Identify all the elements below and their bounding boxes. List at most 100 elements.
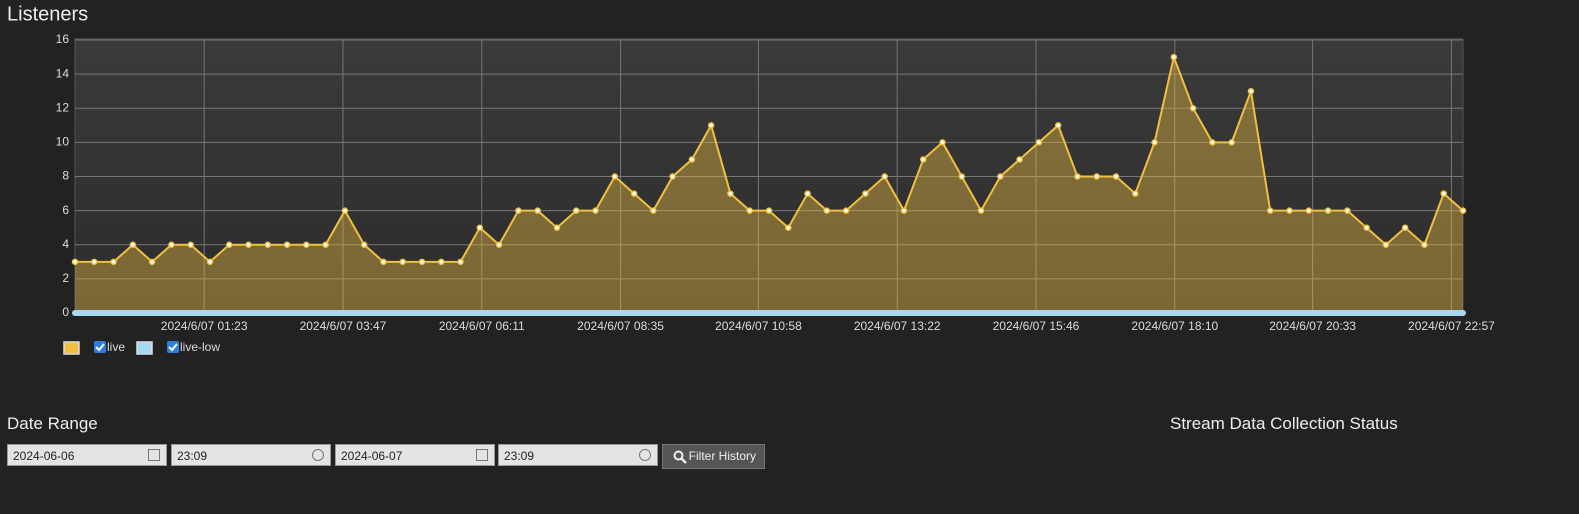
- point: [168, 241, 175, 248]
- x-tick-label: 2024/6/07 08:35: [577, 319, 664, 333]
- end-date-input[interactable]: 2024-06-07: [335, 444, 495, 466]
- calendar-icon: [476, 449, 488, 461]
- point: [187, 241, 194, 248]
- area: [75, 57, 1463, 313]
- point: [303, 241, 310, 248]
- point: [1209, 139, 1216, 146]
- clock-icon: [639, 449, 651, 461]
- point: [862, 190, 869, 197]
- x-tick-label: 2024/6/07 15:46: [993, 319, 1080, 333]
- point: [399, 258, 406, 266]
- start-date-value: 2024-06-06: [13, 449, 75, 463]
- point: [1286, 207, 1293, 214]
- point: [1401, 224, 1409, 231]
- x-tick-label: 2024/6/07 22:57: [1408, 319, 1495, 333]
- point: [958, 173, 966, 180]
- point: [148, 258, 156, 266]
- start-date-input[interactable]: 2024-06-06: [7, 444, 167, 466]
- point: [1421, 241, 1428, 248]
- point: [1151, 139, 1158, 146]
- point: [476, 224, 484, 231]
- y-tick-label: 2: [62, 271, 69, 285]
- end-time-input[interactable]: 23:09: [498, 444, 658, 466]
- point: [553, 224, 561, 231]
- y-tick-label: 6: [62, 203, 69, 217]
- chart-title: Listeners: [7, 3, 88, 25]
- point: [823, 207, 831, 214]
- x-tick-label: 2024/6/07 06:11: [439, 319, 525, 333]
- check-mark: [95, 343, 105, 352]
- y-tick-label: 4: [62, 237, 69, 251]
- point: [534, 207, 541, 214]
- point: [495, 241, 503, 248]
- legend-swatch: [136, 341, 153, 355]
- point: [707, 122, 715, 129]
- point: [360, 241, 368, 248]
- point: [1054, 122, 1062, 129]
- point: [245, 241, 252, 248]
- point: [1440, 190, 1447, 197]
- legend-checkbox[interactable]: [167, 341, 179, 353]
- legend-swatch: [63, 341, 80, 355]
- point: [515, 207, 522, 214]
- point: [91, 258, 98, 266]
- x-tick-label: 2024/6/07 03:47: [300, 319, 387, 333]
- point: [1112, 173, 1120, 180]
- point: [592, 207, 599, 214]
- y-tick-label: 14: [56, 66, 70, 80]
- point: [438, 258, 445, 266]
- point: [997, 173, 1004, 180]
- filter-button[interactable]: Filter History: [662, 444, 765, 469]
- point: [765, 207, 773, 214]
- chart: Listeners 0 2 4 6 8 10 12 14 16 2024/6/07 01:23 20…: [7, 3, 1495, 355]
- point: [1093, 173, 1100, 180]
- point: [380, 258, 387, 266]
- point: [1363, 224, 1370, 231]
- point: [842, 207, 850, 214]
- point: [1247, 87, 1255, 95]
- point: [457, 258, 464, 266]
- point: [669, 173, 676, 180]
- check-mark: [168, 343, 178, 352]
- point: [225, 241, 233, 248]
- y-tick-label: 16: [56, 32, 70, 46]
- point: [110, 258, 117, 266]
- y-tick-label: 12: [56, 100, 70, 114]
- start-time-input[interactable]: 23:09: [171, 444, 331, 466]
- end-date-value: 2024-06-07: [341, 449, 403, 463]
- point: [71, 258, 79, 266]
- point: [1016, 156, 1023, 163]
- point: [129, 241, 137, 248]
- point: [206, 258, 214, 266]
- x-tick-label: 2024/6/07 18:10: [1131, 319, 1218, 333]
- point: [611, 173, 619, 180]
- y-tick-label: 0: [62, 305, 69, 319]
- point: [900, 207, 908, 214]
- x-tick-label: 2024/6/07 10:58: [715, 319, 802, 333]
- point: [650, 207, 657, 214]
- legend-label: live-low: [180, 340, 220, 354]
- x-tick-label: 2024/6/07 01:23: [161, 319, 248, 333]
- point: [1266, 207, 1274, 214]
- point: [746, 207, 753, 214]
- end-time-value: 23:09: [504, 449, 535, 463]
- x-tick-label: 2024/6/07 13:22: [854, 319, 941, 333]
- calendar-icon: [148, 449, 160, 461]
- status-heading: Stream Data Collection Status: [1170, 414, 1398, 433]
- y-tick-label: 8: [62, 169, 69, 183]
- point: [688, 156, 696, 163]
- point: [919, 156, 927, 163]
- point: [881, 173, 888, 180]
- point: [1074, 173, 1081, 180]
- point: [630, 190, 638, 197]
- point: [1324, 207, 1332, 214]
- legend-checkbox[interactable]: [94, 341, 106, 353]
- start-time-value: 23:09: [177, 449, 208, 463]
- point: [1228, 139, 1235, 146]
- point: [1305, 207, 1313, 214]
- point: [1344, 207, 1351, 214]
- point: [418, 258, 426, 266]
- point: [785, 224, 792, 231]
